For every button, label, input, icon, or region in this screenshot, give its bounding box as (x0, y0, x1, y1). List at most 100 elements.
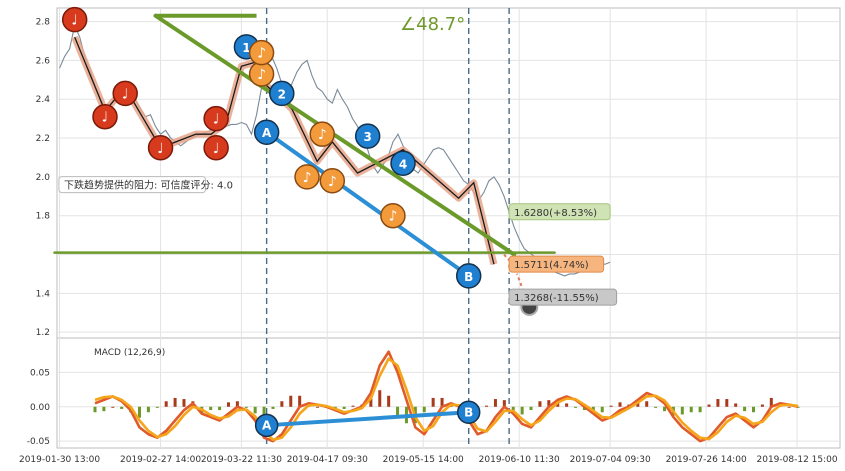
macd-trendline (266, 410, 469, 428)
zigzag-line (74, 36, 495, 265)
x-tick-label: 2019-07-26 14:00 (666, 455, 747, 465)
wave-marker (248, 39, 275, 66)
macd-histogram-bar (591, 406, 595, 412)
annotation-text: 1.5711(4.74%) (514, 260, 589, 271)
macd-y-tick-label: 0.05 (30, 368, 50, 378)
macd-histogram-bar (707, 404, 711, 407)
macd-histogram-bar (262, 406, 266, 418)
wave-marker (203, 105, 229, 132)
wave-marker (390, 150, 416, 177)
macd-histogram-bar (155, 406, 159, 408)
macd-histogram-bar (689, 406, 693, 413)
wave-marker (253, 119, 280, 145)
macd-y-tick-label: 0.00 (30, 403, 50, 413)
macd-histogram-bar (422, 406, 426, 413)
macd-histogram-bar (485, 405, 489, 407)
macd-histogram-bar (752, 406, 756, 413)
macd-histogram-bar (378, 390, 382, 407)
x-tick-label: 2019-04-17 09:30 (287, 455, 368, 465)
wave-marker-label: ♪ (257, 67, 266, 83)
macd-histogram-bar (645, 401, 649, 407)
x-tick-label: 2019-02-27 14:00 (120, 455, 201, 465)
macd-histogram-bar (137, 406, 141, 418)
macd-histogram-bar (502, 400, 506, 407)
wave-marker (294, 164, 320, 190)
macd-histogram-bar (93, 406, 97, 413)
angle-label: ∠48.7° (400, 14, 465, 35)
price-series (59, 23, 611, 277)
macd-histogram-bar (663, 406, 667, 412)
wave-marker-label: ♩ (102, 110, 109, 126)
x-tick-label: 2019-01-30 13:00 (19, 455, 100, 465)
wave-marker (380, 202, 406, 229)
wave-marker (354, 123, 381, 149)
price-panel-frame (56, 7, 841, 339)
macd-histogram-bar (565, 403, 569, 407)
annotation-text: 下跌趋势提供的阻力: 可信度评分: 4.0 (64, 179, 233, 192)
macd-histogram-bar (315, 406, 319, 408)
annotation-text: 1.3268(-11.55%) (514, 293, 599, 304)
macd-histogram-bar (120, 406, 124, 409)
macd-histogram-bar (725, 399, 729, 407)
macd-trend-line: AB (254, 400, 481, 438)
macd-histogram-bar (226, 402, 230, 407)
macd-histogram-bar (440, 397, 444, 407)
annotation-box (508, 288, 618, 306)
price-y-tick-label: 2.8 (36, 18, 51, 28)
macd-series-line (94, 350, 799, 443)
annotation-box (58, 176, 206, 194)
wave-marker (92, 103, 118, 130)
wave-marker-label: ♪ (328, 174, 337, 190)
macd-histogram-bar (654, 406, 658, 408)
x-tick-label: 2019-03-22 11:30 (201, 455, 282, 465)
wave-marker-label: 4 (399, 157, 407, 171)
wave-marker (61, 6, 88, 33)
macd-lines (94, 350, 799, 443)
macd-wave-marker (254, 413, 279, 438)
macd-histogram-bar (164, 401, 168, 407)
wave-marker-label: A (262, 126, 272, 140)
macd-histogram-bar (493, 399, 497, 407)
x-axis: 2019-01-30 13:00 2019-02-27 14:00 2019-03-… (19, 455, 838, 465)
x-tick-label: 2019-06-10 11:30 (479, 455, 560, 465)
macd-histogram-bar (280, 401, 284, 407)
price-line (59, 23, 611, 277)
macd-histogram-bar (787, 406, 791, 408)
macd-histogram-bar (743, 406, 747, 412)
wave-marker-label: ♩ (71, 13, 78, 29)
wave-marker-label: ♪ (257, 46, 266, 62)
x-tick-label: 2019-08-12 15:00 (757, 455, 838, 465)
wave-marker (455, 263, 482, 289)
macd-histogram-bar (218, 406, 222, 411)
wave-marker-label: ♪ (318, 127, 327, 143)
macd-series-line (94, 357, 799, 442)
macd-histogram-bar (387, 395, 391, 407)
macd-title: MACD (12,26,9) (94, 348, 165, 358)
trend-lines (53, 13, 556, 278)
macd-histogram-bar (600, 406, 604, 413)
macd-histogram-bar (529, 406, 533, 411)
macd-y-axis: -0.05 0.00 0.05 (27, 368, 51, 447)
wave-markers: ♩ ♩ ♩ ♩ ♩ ♩ 1 ♪ ♪ 2 A ♪ ♪ ♪ 3 ♪ 4 B (61, 6, 539, 316)
annotation-box (508, 203, 611, 221)
wave-marker-label: ♩ (213, 112, 220, 128)
macd-histogram-bar (369, 397, 373, 407)
macd-panel-frame (56, 337, 841, 449)
x-tick-label: 2019-07-04 09:30 (570, 455, 651, 465)
zigzag-band (71, 35, 498, 266)
macd-histogram-bar (244, 406, 248, 408)
macd-y-tick-label: -0.05 (27, 437, 50, 447)
wave-A-B-channel-line (264, 130, 471, 278)
macd-histogram-bar (235, 401, 239, 407)
macd-histogram-bar (716, 399, 720, 407)
macd-histogram-bar (102, 406, 106, 412)
macd-histogram-bar (698, 406, 702, 413)
price-y-tick-label: 2.4 (36, 95, 51, 105)
macd-histogram-bar (556, 402, 560, 407)
macd-histogram-bar (680, 406, 684, 415)
annotation-box (508, 255, 605, 273)
macd-histogram-bar (636, 402, 640, 407)
macd-histogram-bar (289, 395, 293, 407)
macd-wave-label: B (464, 405, 473, 419)
